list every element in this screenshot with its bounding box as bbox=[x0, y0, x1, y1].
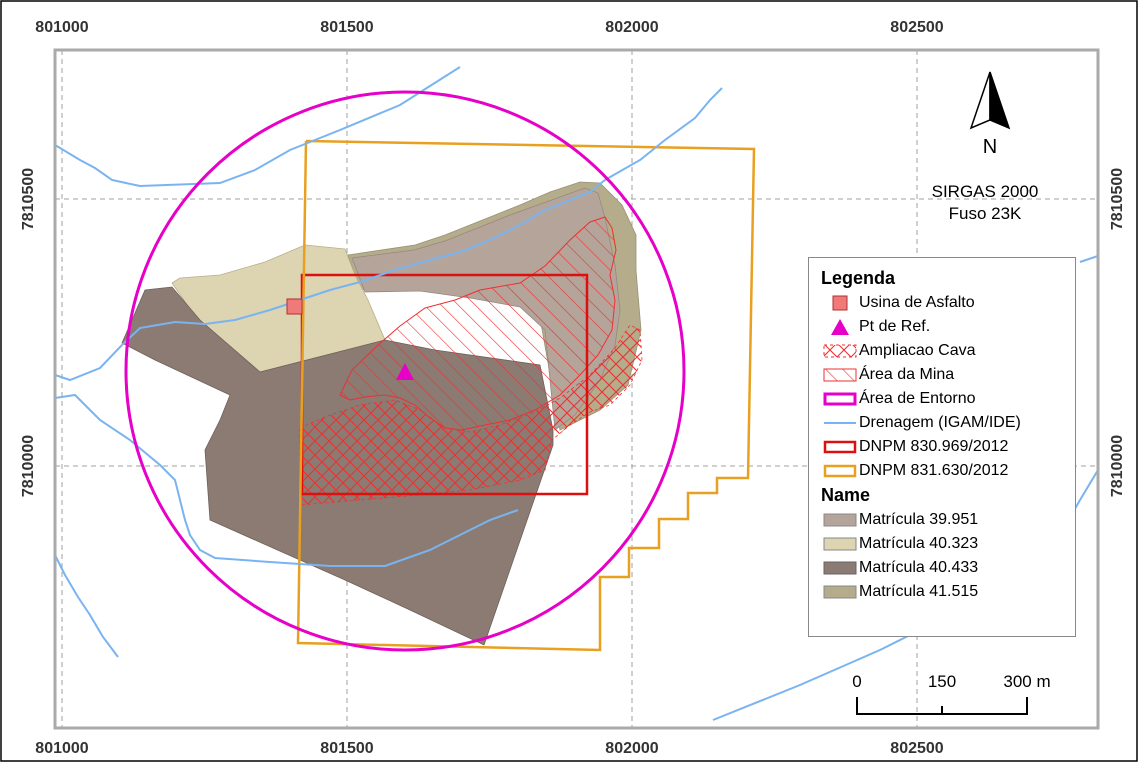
right-tick-label: 7810500 bbox=[1109, 168, 1126, 230]
legend-box: Legenda Usina de Asfalto Pt de Ref. Ampl… bbox=[808, 257, 1076, 637]
bottom-tick-label: 802000 bbox=[605, 740, 658, 757]
legend-item-label: Usina de Asfalto bbox=[859, 294, 975, 311]
triangle-icon bbox=[821, 317, 859, 337]
bottom-tick-labels: 801000 801500 802000 802500 bbox=[35, 740, 943, 757]
legend-item-entorno: Área de Entorno bbox=[821, 387, 1065, 411]
scale-label-300: 300 m bbox=[1003, 672, 1050, 691]
area-entorno bbox=[124, 90, 686, 652]
legend-parcel-label: Matrícula 41.515 bbox=[859, 583, 979, 600]
scale-label-0: 0 bbox=[852, 672, 861, 691]
legend-item-usina: Usina de Asfalto bbox=[821, 291, 1065, 315]
legend-item-label: Ampliacao Cava bbox=[859, 342, 976, 359]
legend-subtitle: Name bbox=[821, 485, 871, 505]
swatch-icon bbox=[821, 558, 859, 578]
outline-icon bbox=[821, 389, 859, 409]
legend-title: Legenda bbox=[821, 268, 896, 288]
legend-item-label: Área da Mina bbox=[859, 366, 955, 383]
legend-item-drenagem: Drenagem (IGAM/IDE) bbox=[821, 411, 1065, 435]
legend-parcel-41515: Matrícula 41.515 bbox=[821, 580, 1065, 604]
drainage-line bbox=[1079, 255, 1098, 263]
drainage-line bbox=[55, 66, 461, 188]
drainage-line bbox=[55, 554, 119, 658]
bottom-tick-label: 801500 bbox=[320, 740, 373, 757]
swatch-icon bbox=[821, 510, 859, 530]
left-tick-label: 7810500 bbox=[20, 168, 37, 230]
legend-item-ampliacao: Ampliacao Cava bbox=[821, 339, 1065, 363]
crs-line-2: Fuso 23K bbox=[949, 204, 1022, 223]
north-label: N bbox=[983, 136, 997, 158]
drainage-line bbox=[55, 344, 123, 382]
left-tick-label: 7810000 bbox=[20, 435, 37, 497]
north-arrow: N bbox=[969, 71, 1011, 158]
legend-item-label: Drenagem (IGAM/IDE) bbox=[859, 414, 1021, 431]
crs-line-1: SIRGAS 2000 bbox=[932, 182, 1039, 201]
map-frame bbox=[53, 48, 1100, 730]
swatch-icon bbox=[821, 534, 859, 554]
legend-item-label: DNPM 830.969/2012 bbox=[859, 438, 1009, 455]
right-tick-label: 7810000 bbox=[1109, 435, 1126, 497]
drainage-line bbox=[55, 393, 519, 567]
top-tick-label: 802000 bbox=[605, 19, 658, 36]
legend-item-area-mina: Área da Mina bbox=[821, 363, 1065, 387]
legend-parcel-label: Matrícula 40.323 bbox=[859, 535, 979, 552]
outline-icon bbox=[821, 461, 859, 481]
legend-parcel-label: Matrícula 39.951 bbox=[859, 511, 979, 528]
legend-parcel-40323: Matrícula 40.323 bbox=[821, 532, 1065, 556]
north-arrow-icon-dark bbox=[989, 71, 1011, 130]
cross-hatch-icon bbox=[821, 341, 859, 361]
legend-item-label: DNPM 831.630/2012 bbox=[859, 462, 1009, 479]
top-tick-label: 802500 bbox=[890, 19, 943, 36]
scale-label-150: 150 bbox=[928, 672, 956, 691]
legend-parcel-40433: Matrícula 40.433 bbox=[821, 556, 1065, 580]
usina-de-asfalto bbox=[286, 298, 303, 315]
top-tick-labels: 801000 801500 802000 802500 bbox=[35, 19, 943, 36]
outline-icon bbox=[821, 437, 859, 457]
left-tick-labels: 7810500 7810000 bbox=[20, 168, 37, 497]
dnpm-831630 bbox=[296, 139, 756, 652]
line-icon bbox=[821, 413, 859, 433]
diag-hatch-icon bbox=[821, 365, 859, 385]
right-tick-labels: 7810500 7810000 bbox=[1109, 168, 1126, 497]
top-tick-label: 801500 bbox=[320, 19, 373, 36]
legend-item-dnpm-831: DNPM 831.630/2012 bbox=[821, 459, 1065, 483]
pt-de-ref bbox=[396, 363, 414, 380]
square-icon bbox=[821, 293, 859, 313]
swatch-icon bbox=[821, 582, 859, 602]
legend-parcel-label: Matrícula 40.433 bbox=[859, 559, 979, 576]
scale-bar: 0 150 300 m bbox=[852, 672, 1051, 715]
ampliacao-cava bbox=[299, 324, 643, 506]
legend-item-pt-ref: Pt de Ref. bbox=[821, 315, 1065, 339]
legend-parcel-39951: Matrícula 39.951 bbox=[821, 508, 1065, 532]
legend-item-dnpm-830: DNPM 830.969/2012 bbox=[821, 435, 1065, 459]
drainage-line bbox=[121, 87, 723, 346]
bottom-tick-label: 802500 bbox=[890, 740, 943, 757]
legend-item-label: Pt de Ref. bbox=[859, 318, 931, 335]
legend-item-label: Área de Entorno bbox=[859, 390, 976, 407]
top-tick-label: 801000 bbox=[35, 19, 88, 36]
bottom-tick-label: 801000 bbox=[35, 740, 88, 757]
